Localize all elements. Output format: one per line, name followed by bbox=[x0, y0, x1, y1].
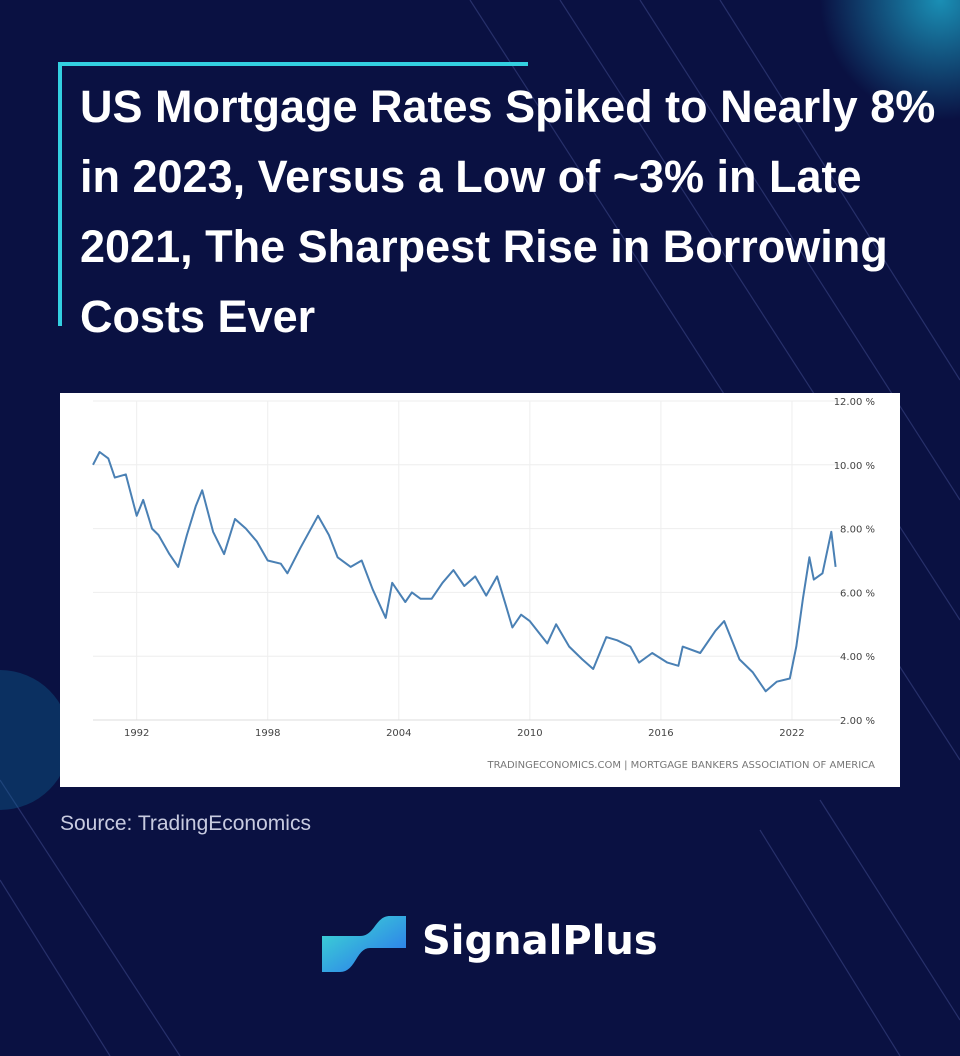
brand-name: SignalPlus bbox=[422, 918, 658, 964]
y-tick-label: 4.00 % bbox=[840, 652, 875, 663]
x-tick-label: 2022 bbox=[779, 728, 804, 739]
headline: US Mortgage Rates Spiked to Nearly 8% in… bbox=[80, 81, 936, 342]
y-tick-label: 2.00 % bbox=[840, 716, 875, 727]
x-tick-label: 1998 bbox=[255, 728, 280, 739]
x-tick-label: 2010 bbox=[517, 728, 542, 739]
y-tick-label: 10.00 % bbox=[834, 461, 875, 472]
x-tick-label: 1992 bbox=[124, 728, 149, 739]
y-tick-label: 12.00 % bbox=[834, 397, 875, 408]
y-tick-label: 8.00 % bbox=[840, 525, 875, 536]
brand-logo bbox=[322, 916, 406, 972]
rate-line bbox=[92, 451, 837, 693]
x-tick-label: 2004 bbox=[386, 728, 411, 739]
x-tick-label: 2016 bbox=[648, 728, 673, 739]
y-tick-label: 6.00 % bbox=[840, 588, 875, 599]
chart-credit: TRADINGECONOMICS.COM | MORTGAGE BANKERS … bbox=[486, 760, 875, 771]
source-note: Source: TradingEconomics bbox=[60, 812, 311, 835]
chart: 2.00 % 4.00 % 6.00 % 8.00 % 10.00 % 12.00 % 19… bbox=[60, 393, 900, 787]
